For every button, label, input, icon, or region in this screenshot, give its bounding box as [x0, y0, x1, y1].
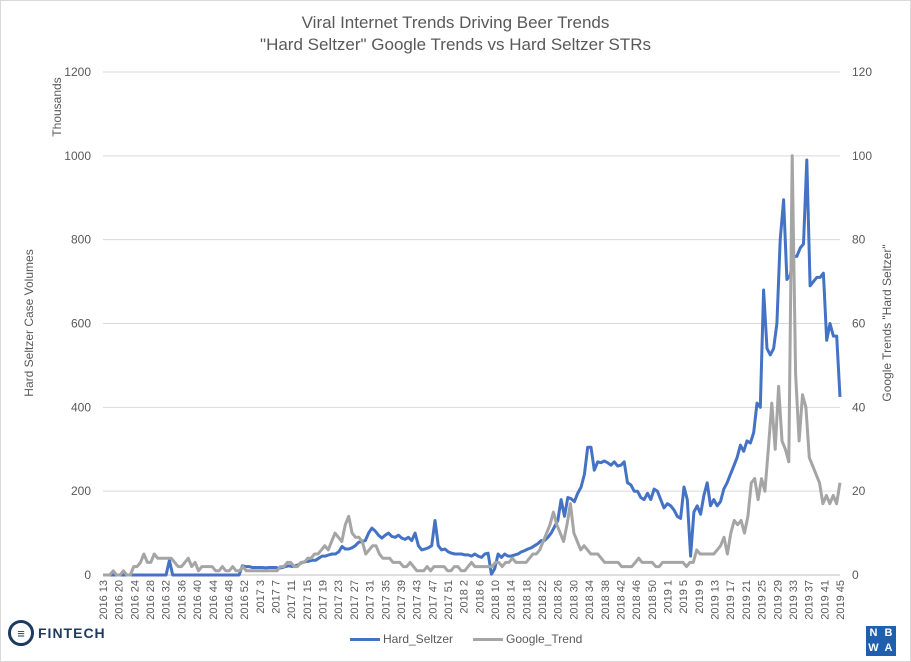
x-tick-label: 2018 10 — [490, 580, 502, 620]
legend-item-hard-seltzer[interactable]: Hard_Seltzer — [350, 632, 453, 646]
y-tick-left: 800 — [71, 233, 91, 247]
x-tick-label: 2019 29 — [772, 580, 784, 620]
y-tick-right: 80 — [852, 233, 866, 247]
x-tick-label: 2017 15 — [302, 580, 314, 620]
y-tick-left: 600 — [71, 317, 91, 331]
x-tick-label: 2019 33 — [788, 580, 800, 620]
x-tick-label: 2017 43 — [412, 580, 424, 620]
fintech-logo: ≡ FINTECH — [8, 620, 106, 646]
x-tick-label: 2017 27 — [349, 580, 361, 620]
x-tick-label: 2019 41 — [819, 580, 831, 620]
x-tick-label: 2017 51 — [443, 580, 455, 620]
x-tick-label: 2016 13 — [98, 580, 110, 620]
y-tick-left: 1200 — [64, 65, 91, 79]
x-tick-label: 2016 32 — [161, 580, 173, 620]
x-tick-label: 2017 3 — [255, 580, 267, 614]
x-tick-label: 2018 30 — [568, 580, 580, 620]
x-tick-label: 2018 22 — [537, 580, 549, 620]
x-tick-label: 2016 36 — [176, 580, 188, 620]
legend: Hard_Seltzer Google_Trend — [350, 632, 582, 646]
x-tick-label: 2018 18 — [521, 580, 533, 620]
x-tick-label: 2017 23 — [333, 580, 345, 620]
y-axis-left-title: Hard Seltzer Case Volumes — [22, 249, 36, 396]
x-tick-label: 2017 11 — [286, 580, 298, 619]
fintech-emblem-icon: ≡ — [8, 620, 34, 646]
x-tick-label: 2016 44 — [208, 580, 220, 620]
x-tick-label: 2016 48 — [223, 580, 235, 620]
x-tick-label: 2016 40 — [192, 580, 204, 620]
x-tick-label: 2017 39 — [396, 580, 408, 620]
x-tick-label: 2018 42 — [615, 580, 627, 620]
x-tick-label: 2019 1 — [663, 580, 675, 614]
x-tick-label: 2019 9 — [694, 580, 706, 614]
x-tick-label: 2018 38 — [600, 580, 612, 620]
x-tick-label: 2018 46 — [631, 580, 643, 620]
x-tick-label: 2019 5 — [678, 580, 690, 614]
x-tick-label: 2018 26 — [553, 580, 565, 620]
x-tick-label: 2017 31 — [365, 580, 377, 620]
nbwa-logo: N B W A — [866, 626, 896, 656]
x-tick-label: 2016 24 — [129, 580, 141, 620]
legend-swatch-blue-icon — [350, 637, 380, 641]
x-tick-label: 2018 14 — [506, 580, 518, 620]
y-tick-right: 40 — [852, 400, 866, 414]
x-tick-label: 2019 45 — [835, 580, 847, 620]
y-tick-right: 120 — [852, 65, 872, 79]
x-tick-label: 2018 2 — [459, 580, 471, 614]
x-tick-label: 2019 21 — [741, 580, 753, 620]
y-tick-left: 400 — [71, 400, 91, 414]
x-tick-label: 2018 50 — [647, 580, 659, 620]
x-tick-label: 2019 25 — [757, 580, 769, 620]
y-axis-right-title: Google Trends "Hard Seltzer" — [880, 244, 894, 401]
x-tick-label: 2017 35 — [380, 580, 392, 620]
y-tick-left: 200 — [71, 484, 91, 498]
y-tick-right: 100 — [852, 149, 872, 163]
y-tick-left: 0 — [84, 568, 91, 582]
x-tick-label: 2018 34 — [584, 580, 596, 620]
x-tick-label: 2017 19 — [318, 580, 330, 620]
x-tick-label: 2016 20 — [114, 580, 126, 620]
x-tick-label: 2019 17 — [725, 580, 737, 620]
series-line-google-trend — [103, 154, 842, 577]
x-tick-label: 2016 28 — [145, 580, 157, 620]
x-tick-label: 2017 7 — [270, 580, 282, 614]
legend-swatch-gray-icon — [473, 637, 504, 641]
legend-item-google-trend[interactable]: Google_Trend — [473, 632, 582, 646]
chart-subtitle: "Hard Seltzer" Google Trends vs Hard Sel… — [260, 35, 651, 54]
series-line-hard-seltzer — [103, 158, 842, 577]
x-tick-label: 2016 52 — [239, 580, 251, 620]
y-tick-right: 20 — [852, 484, 866, 498]
legend-label: Google_Trend — [506, 632, 583, 646]
legend-label: Hard_Seltzer — [383, 632, 454, 646]
x-tick-label: 2018 6 — [474, 580, 486, 614]
y-tick-right: 0 — [852, 568, 859, 582]
y-tick-right: 60 — [852, 317, 866, 331]
y-axis-left-units: Thousands — [50, 77, 64, 136]
x-tick-label: 2019 13 — [710, 580, 722, 620]
x-tick-label: 2017 47 — [427, 580, 439, 620]
x-tick-label: 2019 37 — [804, 580, 816, 620]
chart-title: Viral Internet Trends Driving Beer Trend… — [301, 13, 610, 32]
y-tick-left: 1000 — [64, 149, 91, 163]
